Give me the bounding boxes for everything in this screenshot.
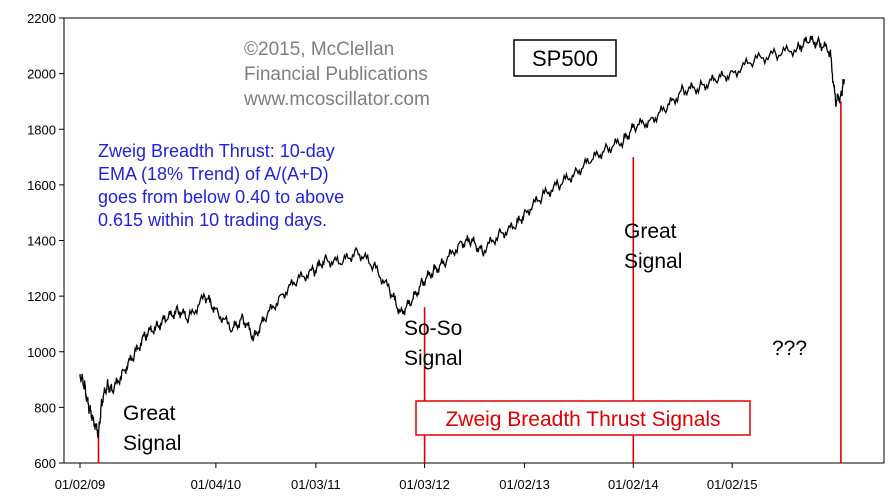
- copyright-block: ©2015, McClellan Financial Publications …: [243, 39, 430, 110]
- signal-label-2: So-So Signal: [404, 317, 462, 370]
- description-block: Zweig Breadth Thrust: 10-day EMA (18% Tr…: [98, 141, 344, 230]
- y-tick-label: 1600: [27, 178, 56, 193]
- legend: Zweig Breadth Thrust Signals: [415, 400, 751, 436]
- signal-label-3-line-1: Great: [624, 220, 677, 243]
- sp500-price-line: [79, 35, 845, 439]
- y-tick-label: 2000: [27, 67, 56, 82]
- y-tick-label: 1200: [27, 289, 56, 304]
- signal-label-4: ???: [772, 337, 807, 360]
- x-tick-label: 01/02/14: [608, 477, 659, 492]
- description-line-4: 0.615 within 10 trading days.: [98, 210, 327, 230]
- copyright-line-3: www.mcoscillator.com: [243, 89, 430, 110]
- x-tick-label: 01/03/11: [291, 477, 341, 492]
- x-tick-label: 01/02/13: [499, 477, 550, 492]
- signal-label-4-line-1: ???: [772, 337, 807, 360]
- signal-label-2-line-1: So-So: [404, 317, 462, 340]
- legend-border: [415, 400, 751, 436]
- title-border: [513, 39, 617, 77]
- chart-title-box: SP500: [513, 39, 617, 77]
- x-tick-label: 01/02/09: [55, 477, 106, 492]
- signal-label-3: Great Signal: [624, 220, 682, 273]
- description-line-1: Zweig Breadth Thrust: 10-day: [98, 141, 335, 161]
- y-axis: 600 800 1000 1200 1400 1600 1800 2000 2200: [27, 11, 64, 471]
- legend-label: Zweig Breadth Thrust Signals: [445, 408, 720, 431]
- x-tick-label: 01/04/10: [191, 477, 242, 492]
- y-tick-label: 1800: [27, 122, 56, 137]
- copyright-line-1: ©2015, McClellan: [244, 39, 394, 60]
- y-tick-label: 800: [34, 400, 56, 415]
- x-tick-label: 01/03/12: [399, 477, 450, 492]
- signal-label-1: Great Signal: [123, 402, 181, 455]
- signal-label-3-line-2: Signal: [624, 250, 682, 273]
- y-tick-label: 2200: [27, 11, 56, 26]
- y-tick-label: 1000: [27, 345, 56, 360]
- chart-title: SP500: [532, 46, 598, 71]
- copyright-line-2: Financial Publications: [244, 64, 428, 85]
- x-axis: 01/02/09 01/04/10 01/03/11 01/03/12 01/02/13…: [55, 463, 758, 492]
- signal-label-1-line-2: Signal: [123, 432, 181, 455]
- description-line-2: EMA (18% Trend) of A/(A+D): [98, 164, 329, 184]
- y-tick-label: 1400: [27, 234, 56, 249]
- description-line-3: goes from below 0.40 to above: [98, 187, 344, 207]
- x-tick-label: 01/02/15: [707, 477, 758, 492]
- signal-label-1-line-1: Great: [123, 402, 176, 425]
- signal-label-2-line-2: Signal: [404, 347, 462, 370]
- y-tick-label: 600: [34, 456, 56, 471]
